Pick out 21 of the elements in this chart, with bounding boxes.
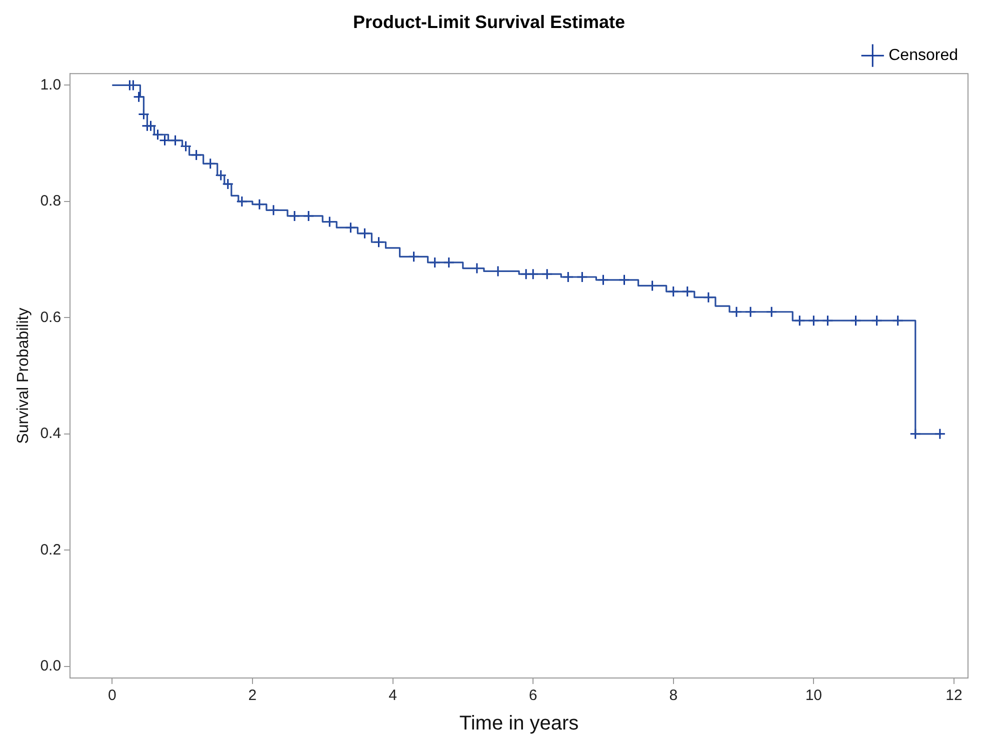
chart-title: Product-Limit Survival Estimate (352, 12, 626, 32)
y-tick-label: 0.4 (40, 425, 62, 442)
x-tick-label: 0 (108, 687, 116, 704)
y-tick-label: 0.6 (40, 308, 62, 326)
legend-label: Censored (888, 47, 958, 64)
y-tick-label: 0.2 (40, 541, 62, 558)
x-tick-label: 8 (669, 687, 678, 704)
x-tick-label: 6 (528, 687, 538, 704)
x-tick-label: 10 (805, 687, 822, 704)
x-tick-label: 4 (388, 687, 397, 704)
y-tick-label: 0.8 (40, 192, 62, 210)
x-axis-title: Time in years (459, 712, 579, 735)
point (222, 178, 234, 190)
x-tick-label: 2 (248, 687, 257, 704)
point (180, 140, 192, 152)
x-tick-label: 12 (946, 687, 962, 704)
y-axis-title: Survival Probability (15, 308, 32, 444)
point (215, 170, 227, 182)
y-tick-label: 0.0 (40, 658, 62, 675)
y-tick-label: 1.0 (40, 76, 62, 94)
point (144, 120, 156, 132)
